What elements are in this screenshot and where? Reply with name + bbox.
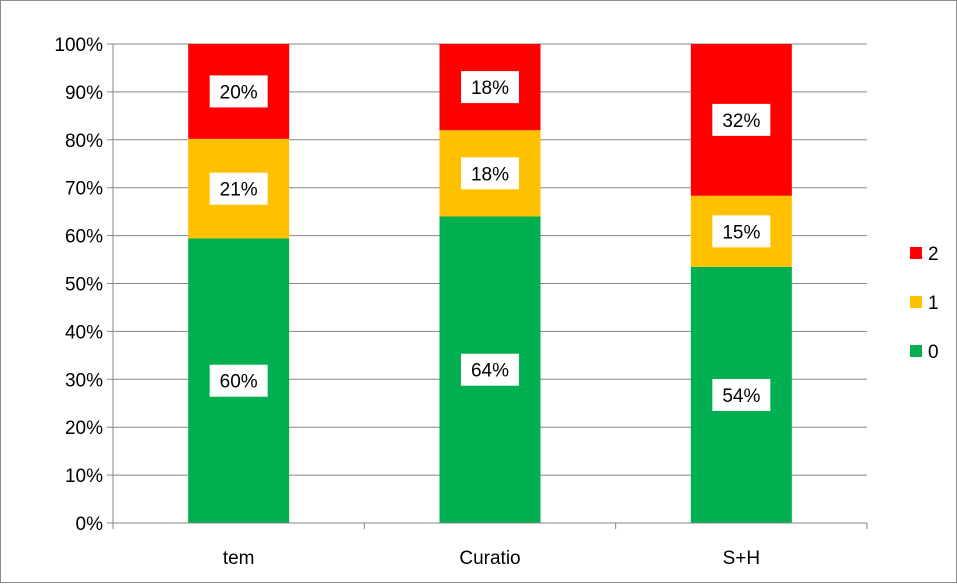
data-label: 54% [722, 386, 760, 407]
y-tick-label: 70% [65, 179, 103, 200]
y-tick-label: 80% [65, 131, 103, 152]
y-tick-label: 10% [65, 466, 103, 487]
legend-swatch-0 [910, 345, 922, 357]
y-tick-label: 100% [54, 35, 103, 56]
data-label-box [461, 353, 519, 386]
y-tick-label: 50% [65, 275, 103, 296]
legend-swatch-2 [910, 247, 922, 259]
data-label: 32% [722, 111, 760, 132]
y-tick-label: 90% [65, 83, 103, 104]
legend-entry-1: 1 [928, 293, 939, 314]
data-label-box [712, 378, 771, 411]
data-label: 21% [220, 180, 258, 201]
x-tick-label: Curatio [459, 548, 520, 569]
data-label-box [461, 71, 519, 104]
data-label: 15% [722, 222, 760, 243]
data-label-box [461, 157, 519, 190]
bars [188, 44, 792, 523]
data-label: 60% [220, 372, 258, 393]
legend: 2 1 0 [910, 244, 939, 363]
data-label: 20% [220, 82, 258, 103]
y-tick-label: 0% [76, 514, 104, 535]
legend-entry-2: 2 [928, 244, 939, 265]
x-tick-label: tem [223, 548, 255, 569]
data-label-box [209, 172, 268, 205]
data-label: 18% [471, 164, 509, 185]
data-label-box [712, 215, 771, 248]
data-labels: 60% 21% 20% 64% 18% 18% 54% 15% 32% [209, 71, 771, 411]
legend-swatch-1 [910, 296, 922, 308]
data-label-box [712, 103, 771, 136]
data-label-box [209, 364, 268, 397]
y-tick-label: 40% [65, 322, 103, 343]
data-label: 18% [471, 78, 509, 99]
data-label: 64% [471, 361, 509, 382]
x-tick-label: S+H [723, 548, 761, 569]
y-tick-label: 20% [65, 418, 103, 439]
legend-entry-0: 0 [928, 342, 939, 363]
axes: 0% 10% 20% 30% 40% 50% 60% 70% 80% 90% 100% tem Cura… [54, 35, 868, 569]
y-tick-label: 30% [65, 370, 103, 391]
data-label-box [209, 75, 268, 108]
y-tick-label: 60% [65, 227, 103, 248]
